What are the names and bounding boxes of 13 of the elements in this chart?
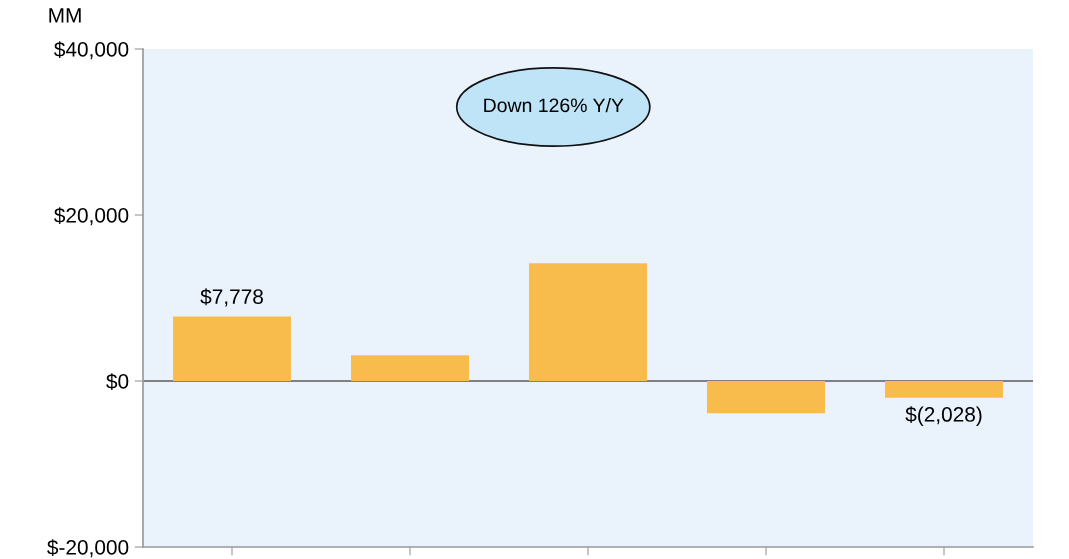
bar xyxy=(884,381,1004,398)
bar xyxy=(528,263,648,381)
y-tick-label: $-20,000 xyxy=(47,539,129,558)
y-tick-label: $0 xyxy=(106,373,129,390)
bar xyxy=(706,381,826,414)
y-tick-label: $20,000 xyxy=(54,207,129,226)
y-axis-title: MM xyxy=(49,8,81,23)
data-label: $(2,028) xyxy=(905,406,982,426)
data-label: $7,778 xyxy=(200,288,263,307)
bar xyxy=(350,355,470,381)
y-tick-label: $40,000 xyxy=(54,41,129,60)
annotation: Down 126% Y/Y xyxy=(484,97,624,113)
bar xyxy=(172,316,292,381)
